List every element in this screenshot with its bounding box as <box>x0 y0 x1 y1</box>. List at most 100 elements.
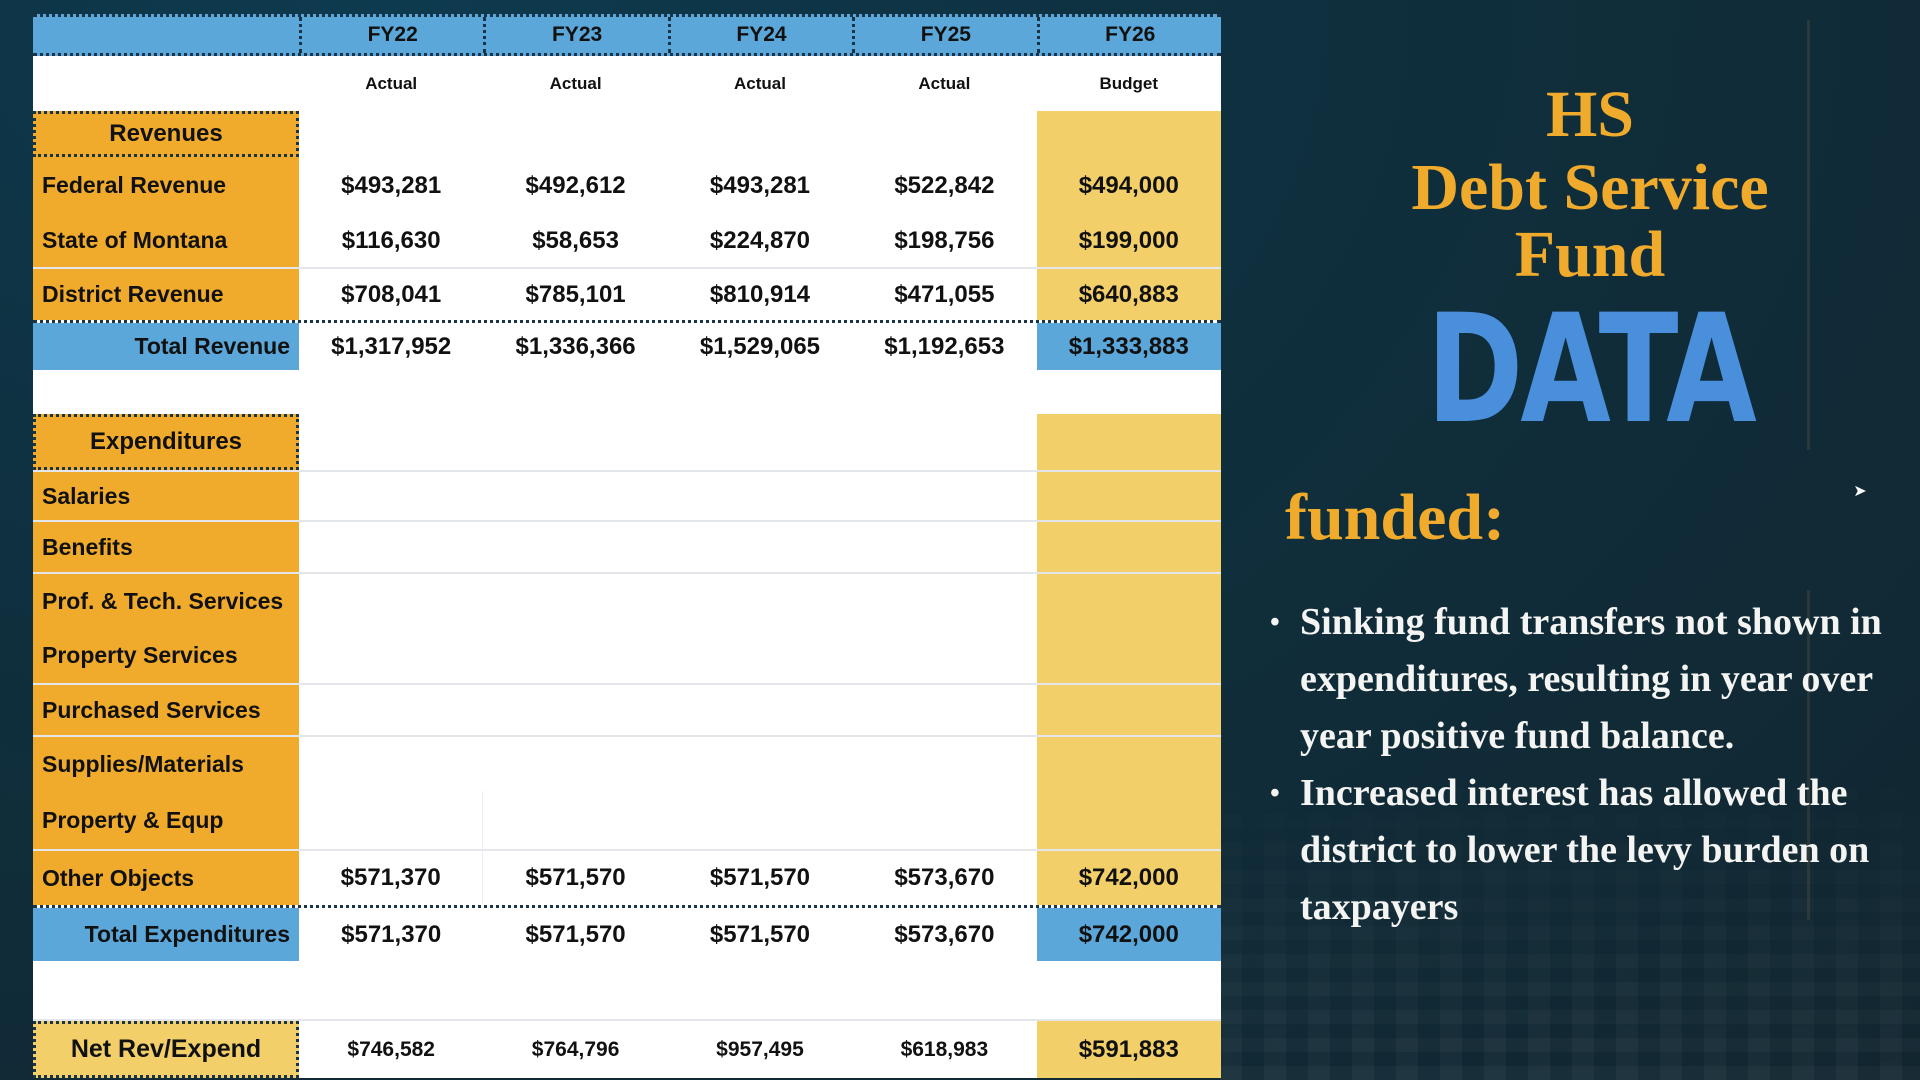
table-row: Purchased Services <box>33 683 1221 735</box>
column-header-fy26: FY26 <box>1036 17 1221 53</box>
value-cell: $708,041 <box>341 280 442 308</box>
value-cell: $1,336,366 <box>515 332 636 360</box>
value-cell: $957,495 <box>716 1037 804 1061</box>
row-label: State of Montana <box>33 214 299 267</box>
bullet-item: Sinking fund transfers not shown in expe… <box>1270 594 1890 765</box>
slide-title-line-1: HS <box>1545 78 1635 151</box>
expenditures-section-label: Expenditures <box>33 414 299 470</box>
value-cell: $1,192,653 <box>884 332 1005 360</box>
value-cell: $58,653 <box>532 226 619 254</box>
value-cell: $1,529,065 <box>699 332 821 360</box>
value-cell: $571,570 <box>709 920 811 948</box>
value-cell: $493,281 <box>341 171 442 199</box>
column-header-fy24: FY24 <box>667 17 852 53</box>
table-row: Other Objects $571,370 $571,570 $571,570… <box>33 849 1221 905</box>
value-cell: $785,101 <box>525 280 626 308</box>
budget-value-cell <box>1036 574 1221 628</box>
table-row: Prof. & Tech. Services <box>33 572 1221 628</box>
debt-service-fund-table: FY22 FY23 FY24 FY25 FY26 Actual Actual A… <box>33 14 1221 1078</box>
year-header-row: FY22 FY23 FY24 FY25 FY26 <box>33 14 1221 56</box>
type-header-row: Actual Actual Actual Actual Budget <box>33 56 1221 111</box>
bullet-list: Sinking fund transfers not shown in expe… <box>1270 594 1890 936</box>
budget-value-cell <box>1036 791 1221 849</box>
table-row: Property & Equp <box>33 791 1221 849</box>
value-cell: $810,914 <box>709 280 811 308</box>
budget-value-cell <box>1036 472 1221 520</box>
mouse-cursor-icon: ➤ <box>1853 483 1867 500</box>
budget-cell <box>1036 111 1221 157</box>
column-header-fy23: FY23 <box>483 17 667 53</box>
revenues-section-row: Revenues <box>33 111 1221 157</box>
column-type-fy23: Actual <box>549 73 602 93</box>
total-revenue-label: Total Revenue <box>33 323 299 370</box>
budget-value-cell: $640,883 <box>1036 269 1221 320</box>
value-cell: $198,756 <box>894 226 995 254</box>
table-row: District Revenue $708,041 $785,101 $810,… <box>33 267 1221 320</box>
budget-total-cell: $742,000 <box>1036 908 1221 961</box>
budget-value-cell: $199,000 <box>1036 214 1221 267</box>
revenues-section-label: Revenues <box>33 111 299 157</box>
value-cell: $571,570 <box>525 864 626 891</box>
table-row: Supplies/Materials <box>33 735 1221 791</box>
slide-title-highlight: DATA <box>1426 283 1757 457</box>
slide-title-line-2: Debt Service <box>1411 151 1769 224</box>
budget-value-cell <box>1036 628 1221 683</box>
total-revenue-row: Total Revenue $1,317,952 $1,336,366 $1,5… <box>33 320 1221 370</box>
table-row: Federal Revenue $493,281 $492,612 $493,2… <box>33 157 1221 214</box>
row-label: Property Services <box>33 628 299 683</box>
column-type-fy25: Actual <box>918 73 971 93</box>
total-expenditures-label: Total Expenditures <box>33 908 299 961</box>
value-cell: $573,670 <box>894 864 995 891</box>
value-cell: $224,870 <box>709 226 811 254</box>
value-cell: $746,582 <box>347 1037 435 1061</box>
value-cell: $471,055 <box>894 280 995 308</box>
value-cell: $522,842 <box>894 171 995 199</box>
row-label: Prof. & Tech. Services <box>33 574 299 628</box>
column-type-fy22: Actual <box>365 73 418 93</box>
budget-value-cell <box>1036 737 1221 791</box>
column-type-fy24: Actual <box>733 73 786 93</box>
value-cell: $618,983 <box>900 1037 989 1061</box>
column-type-fy26: Budget <box>1099 73 1159 93</box>
row-label: Federal Revenue <box>33 157 299 214</box>
column-header-fy22: FY22 <box>299 17 483 53</box>
value-cell: $571,370 <box>341 920 442 948</box>
total-expenditures-row: Total Expenditures $571,370 $571,570 $57… <box>33 905 1221 961</box>
subheader-corner <box>33 56 299 111</box>
value-cell: $571,370 <box>299 851 484 905</box>
value-cell: $571,570 <box>709 864 811 891</box>
slide-title-line-3: Fund <box>1514 218 1666 291</box>
value-cell: $1,317,952 <box>331 332 452 360</box>
value-cell: $493,281 <box>709 171 811 199</box>
value-cell: $764,796 <box>531 1037 620 1061</box>
row-label: Purchased Services <box>33 685 299 735</box>
budget-net-cell: $591,883 <box>1036 1021 1221 1078</box>
row-label: District Revenue <box>33 269 299 320</box>
bullet-item: Increased interest has allowed the distr… <box>1270 765 1890 936</box>
budget-cell <box>1036 414 1221 470</box>
value-cell: $573,670 <box>894 920 995 948</box>
subheading: funded: <box>1285 481 1506 554</box>
table-row: Property Services <box>33 628 1221 683</box>
column-header-fy25: FY25 <box>852 17 1036 53</box>
header-corner <box>33 17 299 53</box>
table-row: State of Montana $116,630 $58,653 $224,8… <box>33 214 1221 267</box>
value-cell: $492,612 <box>525 171 626 199</box>
value-cell: $571,570 <box>525 920 626 948</box>
net-label: Net Rev/Expend <box>33 1021 299 1078</box>
budget-value-cell <box>1036 522 1221 572</box>
table-row: Salaries <box>33 470 1221 520</box>
budget-total-cell: $1,333,883 <box>1036 323 1221 370</box>
value-cell: $116,630 <box>341 226 441 254</box>
row-label: Supplies/Materials <box>33 737 299 791</box>
row-label: Benefits <box>33 522 299 572</box>
budget-value-cell <box>1036 685 1221 735</box>
row-label: Other Objects <box>33 851 299 905</box>
table-row: Benefits <box>33 520 1221 572</box>
net-row: Net Rev/Expend $746,582 $764,796 $957,49… <box>33 1019 1221 1078</box>
budget-value-cell: $742,000 <box>1036 851 1221 905</box>
row-label: Salaries <box>33 472 299 520</box>
budget-value-cell: $494,000 <box>1036 157 1221 214</box>
decorative-divider <box>1807 20 1810 450</box>
expenditures-section-row: Expenditures <box>33 414 1221 470</box>
